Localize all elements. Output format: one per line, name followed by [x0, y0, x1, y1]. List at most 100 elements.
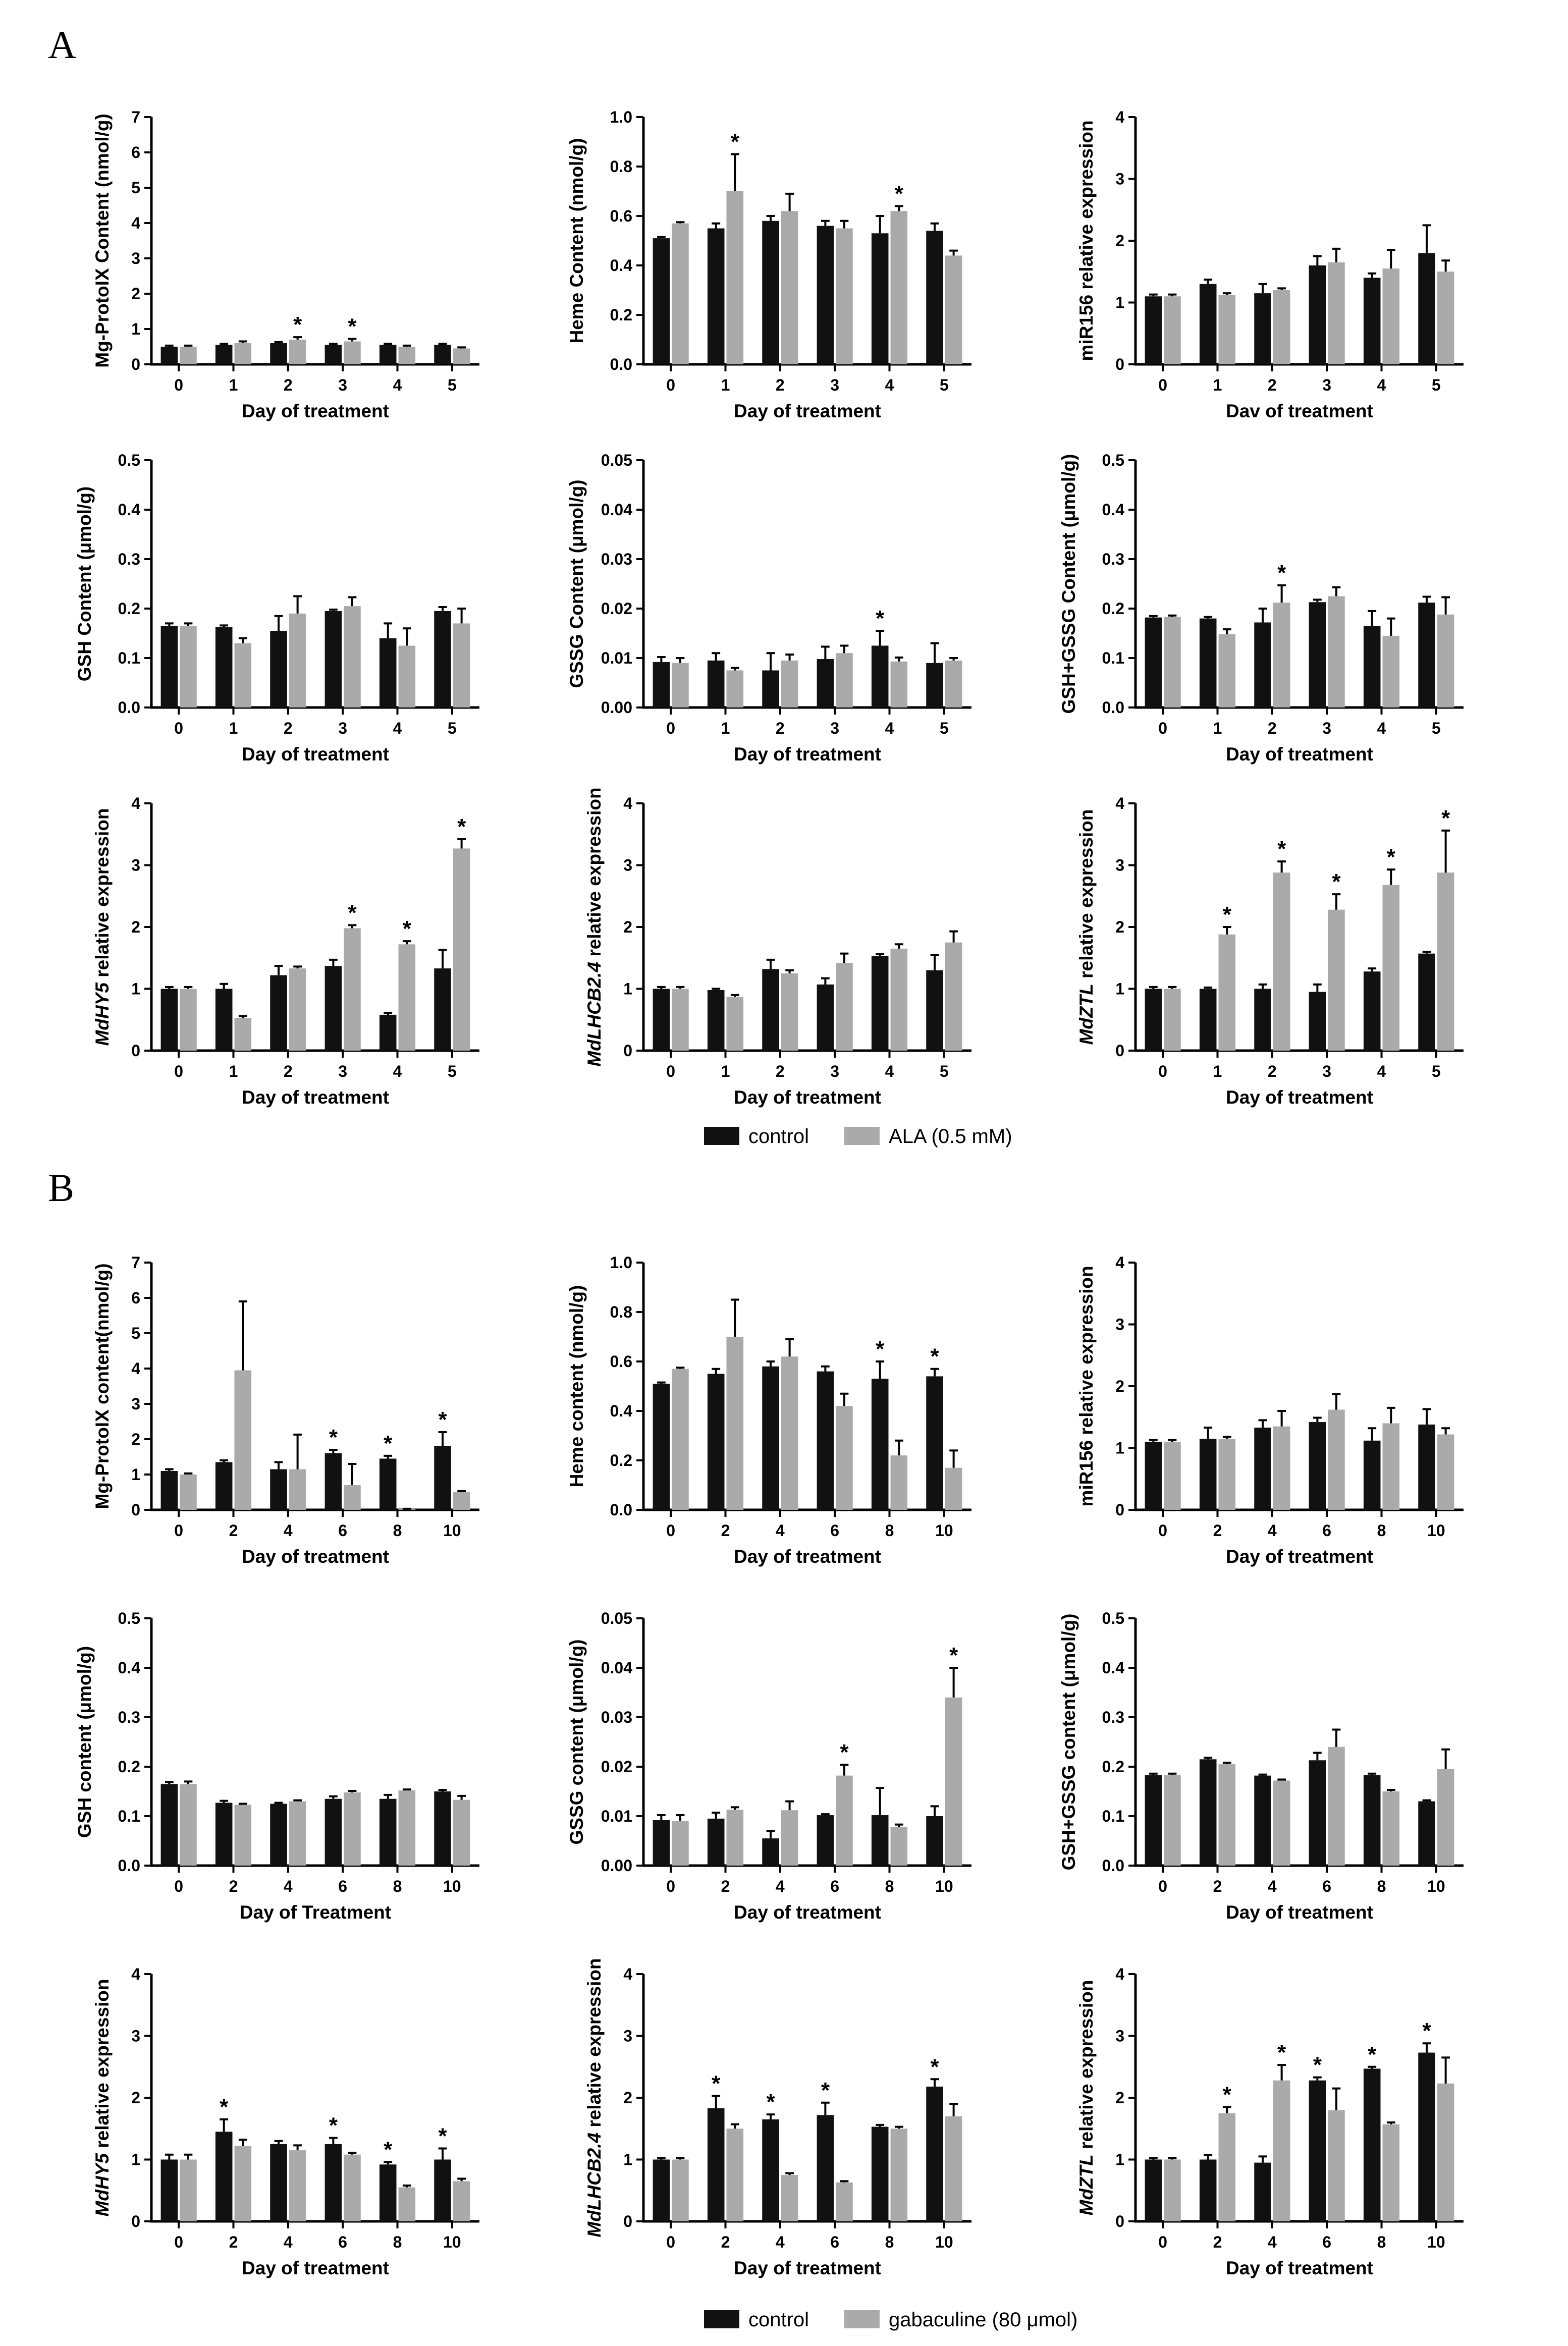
x-tick-label: 2 — [1213, 2233, 1222, 2251]
y-tick-label: 0.03 — [601, 1708, 632, 1726]
legend-A: control ALA (0.5 mM) — [704, 1125, 1012, 1148]
x-tick-label: 5 — [940, 719, 949, 737]
x-tick-label: 5 — [940, 1062, 949, 1080]
x-axis-title: Day of treatment — [242, 401, 389, 421]
bar-treatment — [1328, 1747, 1345, 1866]
bar-control — [1254, 1428, 1271, 1510]
bar-treatment — [180, 626, 197, 707]
chart-5: 0.00 0.01 0.02 0.03 0.04 0.05 GSSG Content (μm… — [566, 451, 971, 765]
bar-treatment — [890, 661, 908, 707]
bar-control — [325, 1453, 342, 1510]
bar-treatment — [1382, 1423, 1400, 1510]
significance-star: * — [821, 2078, 830, 2103]
x-axis-title: Day of treatment — [242, 1087, 389, 1108]
bar-control — [707, 2108, 725, 2221]
significance-star: * — [766, 2090, 775, 2114]
x-tick-label: 6 — [338, 1521, 347, 1540]
x-axis-title: Day of treatment — [734, 1546, 881, 1567]
x-tick-label: 0 — [666, 1062, 675, 1080]
bar-treatment — [1218, 1764, 1236, 1866]
bar-treatment — [344, 928, 361, 1051]
y-tick-label: 1 — [131, 1465, 140, 1484]
y-tick-label: 0.6 — [610, 207, 632, 225]
significance-star: * — [457, 814, 466, 839]
y-tick-label: 5 — [131, 1324, 140, 1342]
chart-12: 0 1 2 3 4 miR156 relative expression 0 2 4 6 8 10 Da… — [1076, 1253, 1464, 1567]
y-tick-label: 0.1 — [118, 1807, 140, 1825]
x-tick-label: 4 — [284, 1877, 293, 1895]
bar-control — [1309, 265, 1326, 364]
bar-control — [762, 670, 779, 707]
y-tick-label: 0.2 — [118, 599, 140, 618]
y-axis-title: Mg-ProtoIX Content (nmol/g) — [92, 114, 113, 368]
bar-treatment — [289, 1469, 306, 1510]
chart-10: 0 1 2 3 4 5 6 7 Mg-ProtoIX content(nmol/g) 0 2 4 6 8 1… — [92, 1253, 479, 1567]
bar-control — [434, 968, 451, 1051]
x-tick-label: 1 — [721, 719, 730, 737]
chart-3: 0 1 2 3 4 miR156 relative expression 0 1 2 3 4 5 Dav… — [1076, 108, 1464, 421]
bar-control — [1418, 2052, 1435, 2221]
bar-control — [762, 969, 779, 1051]
x-tick-label: 0 — [174, 2233, 183, 2251]
bar-control — [270, 1804, 287, 1866]
y-tick-label: 0.4 — [118, 1659, 141, 1677]
significance-star: * — [895, 181, 904, 206]
y-tick-label: 2 — [623, 918, 632, 936]
bar-control — [653, 989, 670, 1051]
x-axis-title: Day of treatment — [1226, 2258, 1373, 2278]
bar-control — [707, 1374, 725, 1510]
bar-treatment — [726, 997, 744, 1051]
y-axis-title-gene: MdLHCB2.4 — [584, 962, 605, 1067]
bar-treatment — [1437, 1434, 1454, 1510]
bar-control — [1418, 953, 1435, 1051]
y-axis-title-rest: relative expression — [92, 808, 113, 983]
bar-control — [1145, 1442, 1162, 1510]
bar-treatment — [398, 645, 416, 707]
bar-control — [926, 970, 943, 1051]
bar-treatment — [726, 670, 744, 707]
bar-control — [1145, 296, 1162, 364]
y-tick-label: 0.1 — [118, 649, 140, 667]
x-axis-title: Day of treatment — [242, 2258, 389, 2278]
x-tick-label: 1 — [721, 1062, 730, 1080]
bar-treatment — [1382, 268, 1400, 364]
bar-treatment — [672, 1369, 689, 1510]
bar-control — [871, 1815, 889, 1866]
x-tick-label: 2 — [284, 376, 293, 394]
bar-treatment — [1218, 634, 1236, 707]
bar-control — [1363, 1775, 1381, 1866]
chart-15: 0.0 0.1 0.2 0.3 0.4 0.5 GSH+GSSG content (μmol… — [1058, 1609, 1464, 1923]
chart-1: 0 1 2 3 4 5 6 7 Mg-ProtoIX Content (nmol/g) 0 1 2 3 4… — [92, 108, 479, 421]
y-tick-label: 1 — [1115, 1439, 1124, 1457]
significance-star: * — [840, 1740, 849, 1765]
bar-treatment — [945, 1467, 962, 1510]
x-tick-label: 0 — [1158, 719, 1167, 737]
y-tick-label: 0.0 — [118, 1857, 140, 1875]
x-axis-title: Day of treatment — [734, 744, 881, 765]
y-tick-label: 2 — [1115, 232, 1124, 250]
bar-treatment — [344, 1792, 361, 1866]
chart-17: 0 1 2 3 4 MdLHCB2.4 relative expression 0 2 4 6 8 1… — [584, 1958, 971, 2278]
x-tick-label: 2 — [1268, 376, 1277, 394]
y-axis-title: MdHY5 relative expression — [92, 1979, 113, 2217]
bar-control — [1418, 1424, 1435, 1510]
bar-treatment — [289, 1801, 306, 1866]
y-axis-title-gene: MdHY5 — [92, 2153, 113, 2217]
y-tick-label: 0.5 — [118, 1609, 140, 1627]
bar-control — [1309, 2080, 1326, 2221]
bar-treatment — [1164, 1775, 1181, 1866]
x-tick-label: 0 — [666, 1521, 675, 1540]
x-tick-label: 4 — [284, 1521, 293, 1540]
y-tick-label: 0.8 — [610, 1303, 632, 1321]
bar-control — [325, 1798, 342, 1866]
x-tick-label: 5 — [448, 1062, 457, 1080]
y-tick-label: 0.4 — [1102, 1659, 1125, 1677]
bar-control — [1363, 2068, 1381, 2221]
y-tick-label: 3 — [623, 2027, 632, 2045]
bar-treatment — [1273, 872, 1290, 1051]
bar-control — [817, 659, 834, 707]
bar-treatment — [289, 340, 306, 364]
bar-control — [1145, 617, 1162, 707]
y-tick-label: 3 — [1115, 856, 1124, 875]
bar-treatment — [1437, 1769, 1454, 1866]
